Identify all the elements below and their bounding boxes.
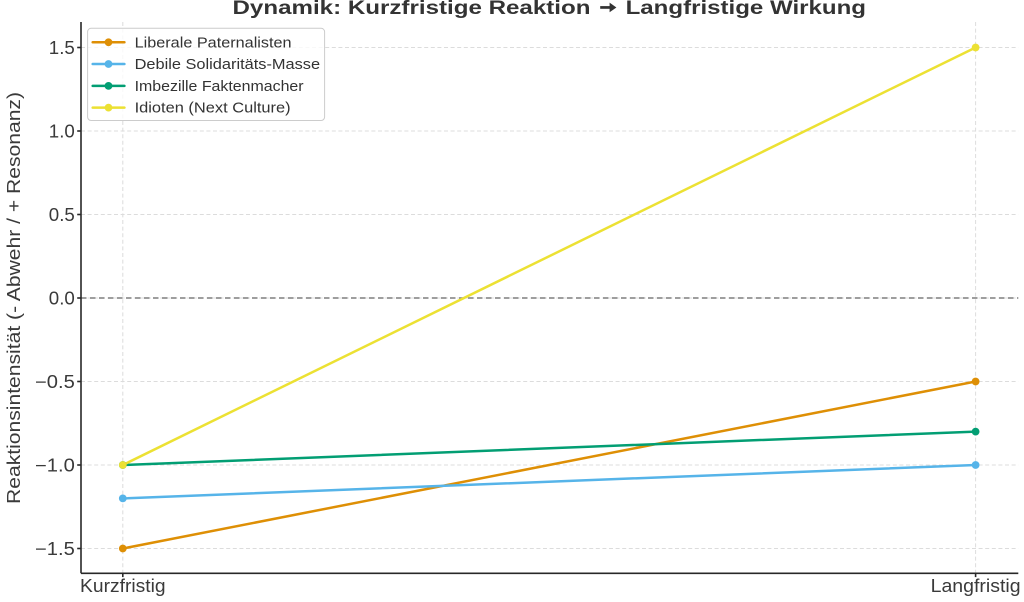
svg-text:Kurzfristig: Kurzfristig: [80, 576, 166, 596]
svg-text:0.5: 0.5: [49, 205, 75, 225]
svg-text:1.0: 1.0: [49, 122, 75, 142]
svg-text:Liberale Paternalisten: Liberale Paternalisten: [135, 35, 292, 51]
svg-text:Langfristig: Langfristig: [931, 576, 1021, 596]
svg-text:Langfristige Wirkung: Langfristige Wirkung: [626, 0, 866, 19]
svg-text:1.5: 1.5: [49, 38, 75, 58]
svg-text:−1.5: −1.5: [35, 539, 75, 559]
svg-text:0.0: 0.0: [49, 289, 75, 309]
svg-text:−1.0: −1.0: [35, 456, 75, 476]
svg-text:Imbezille Faktenmacher: Imbezille Faktenmacher: [135, 79, 304, 95]
svg-text:Reaktionsintensität (- Abwehr: Reaktionsintensität (- Abwehr / + Resona…: [4, 92, 24, 504]
svg-text:Idioten (Next Culture): Idioten (Next Culture): [135, 101, 291, 117]
svg-text:Dynamik: Kurzfristige Reaktion: Dynamik: Kurzfristige Reaktion: [233, 0, 591, 19]
svg-text:−0.5: −0.5: [35, 372, 75, 392]
svg-text:Debile Solidaritäts-Masse: Debile Solidaritäts-Masse: [135, 57, 321, 73]
